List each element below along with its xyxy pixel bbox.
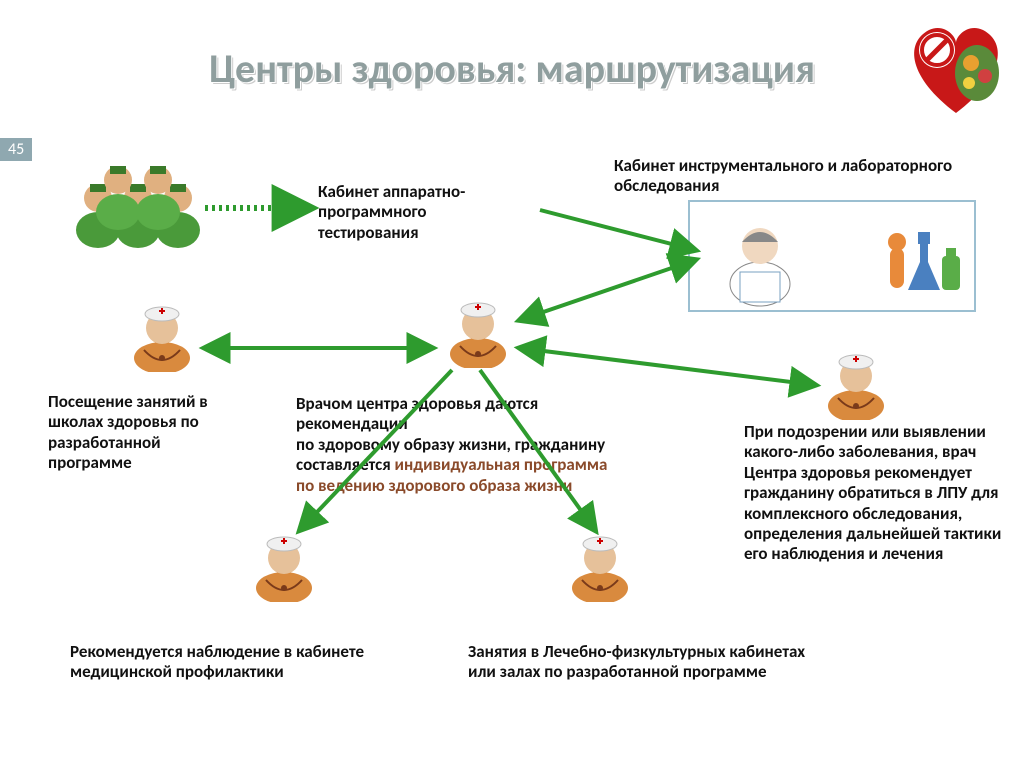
doctor-left-icon	[126, 300, 198, 372]
doctor-right-icon	[820, 348, 892, 420]
slide: Центры здоровья: маршрутизация 45 Кабине…	[0, 0, 1024, 768]
doctor-center-icon	[442, 296, 514, 368]
doctor-br-icon	[564, 530, 636, 602]
doctor-bl-icon	[248, 530, 320, 602]
